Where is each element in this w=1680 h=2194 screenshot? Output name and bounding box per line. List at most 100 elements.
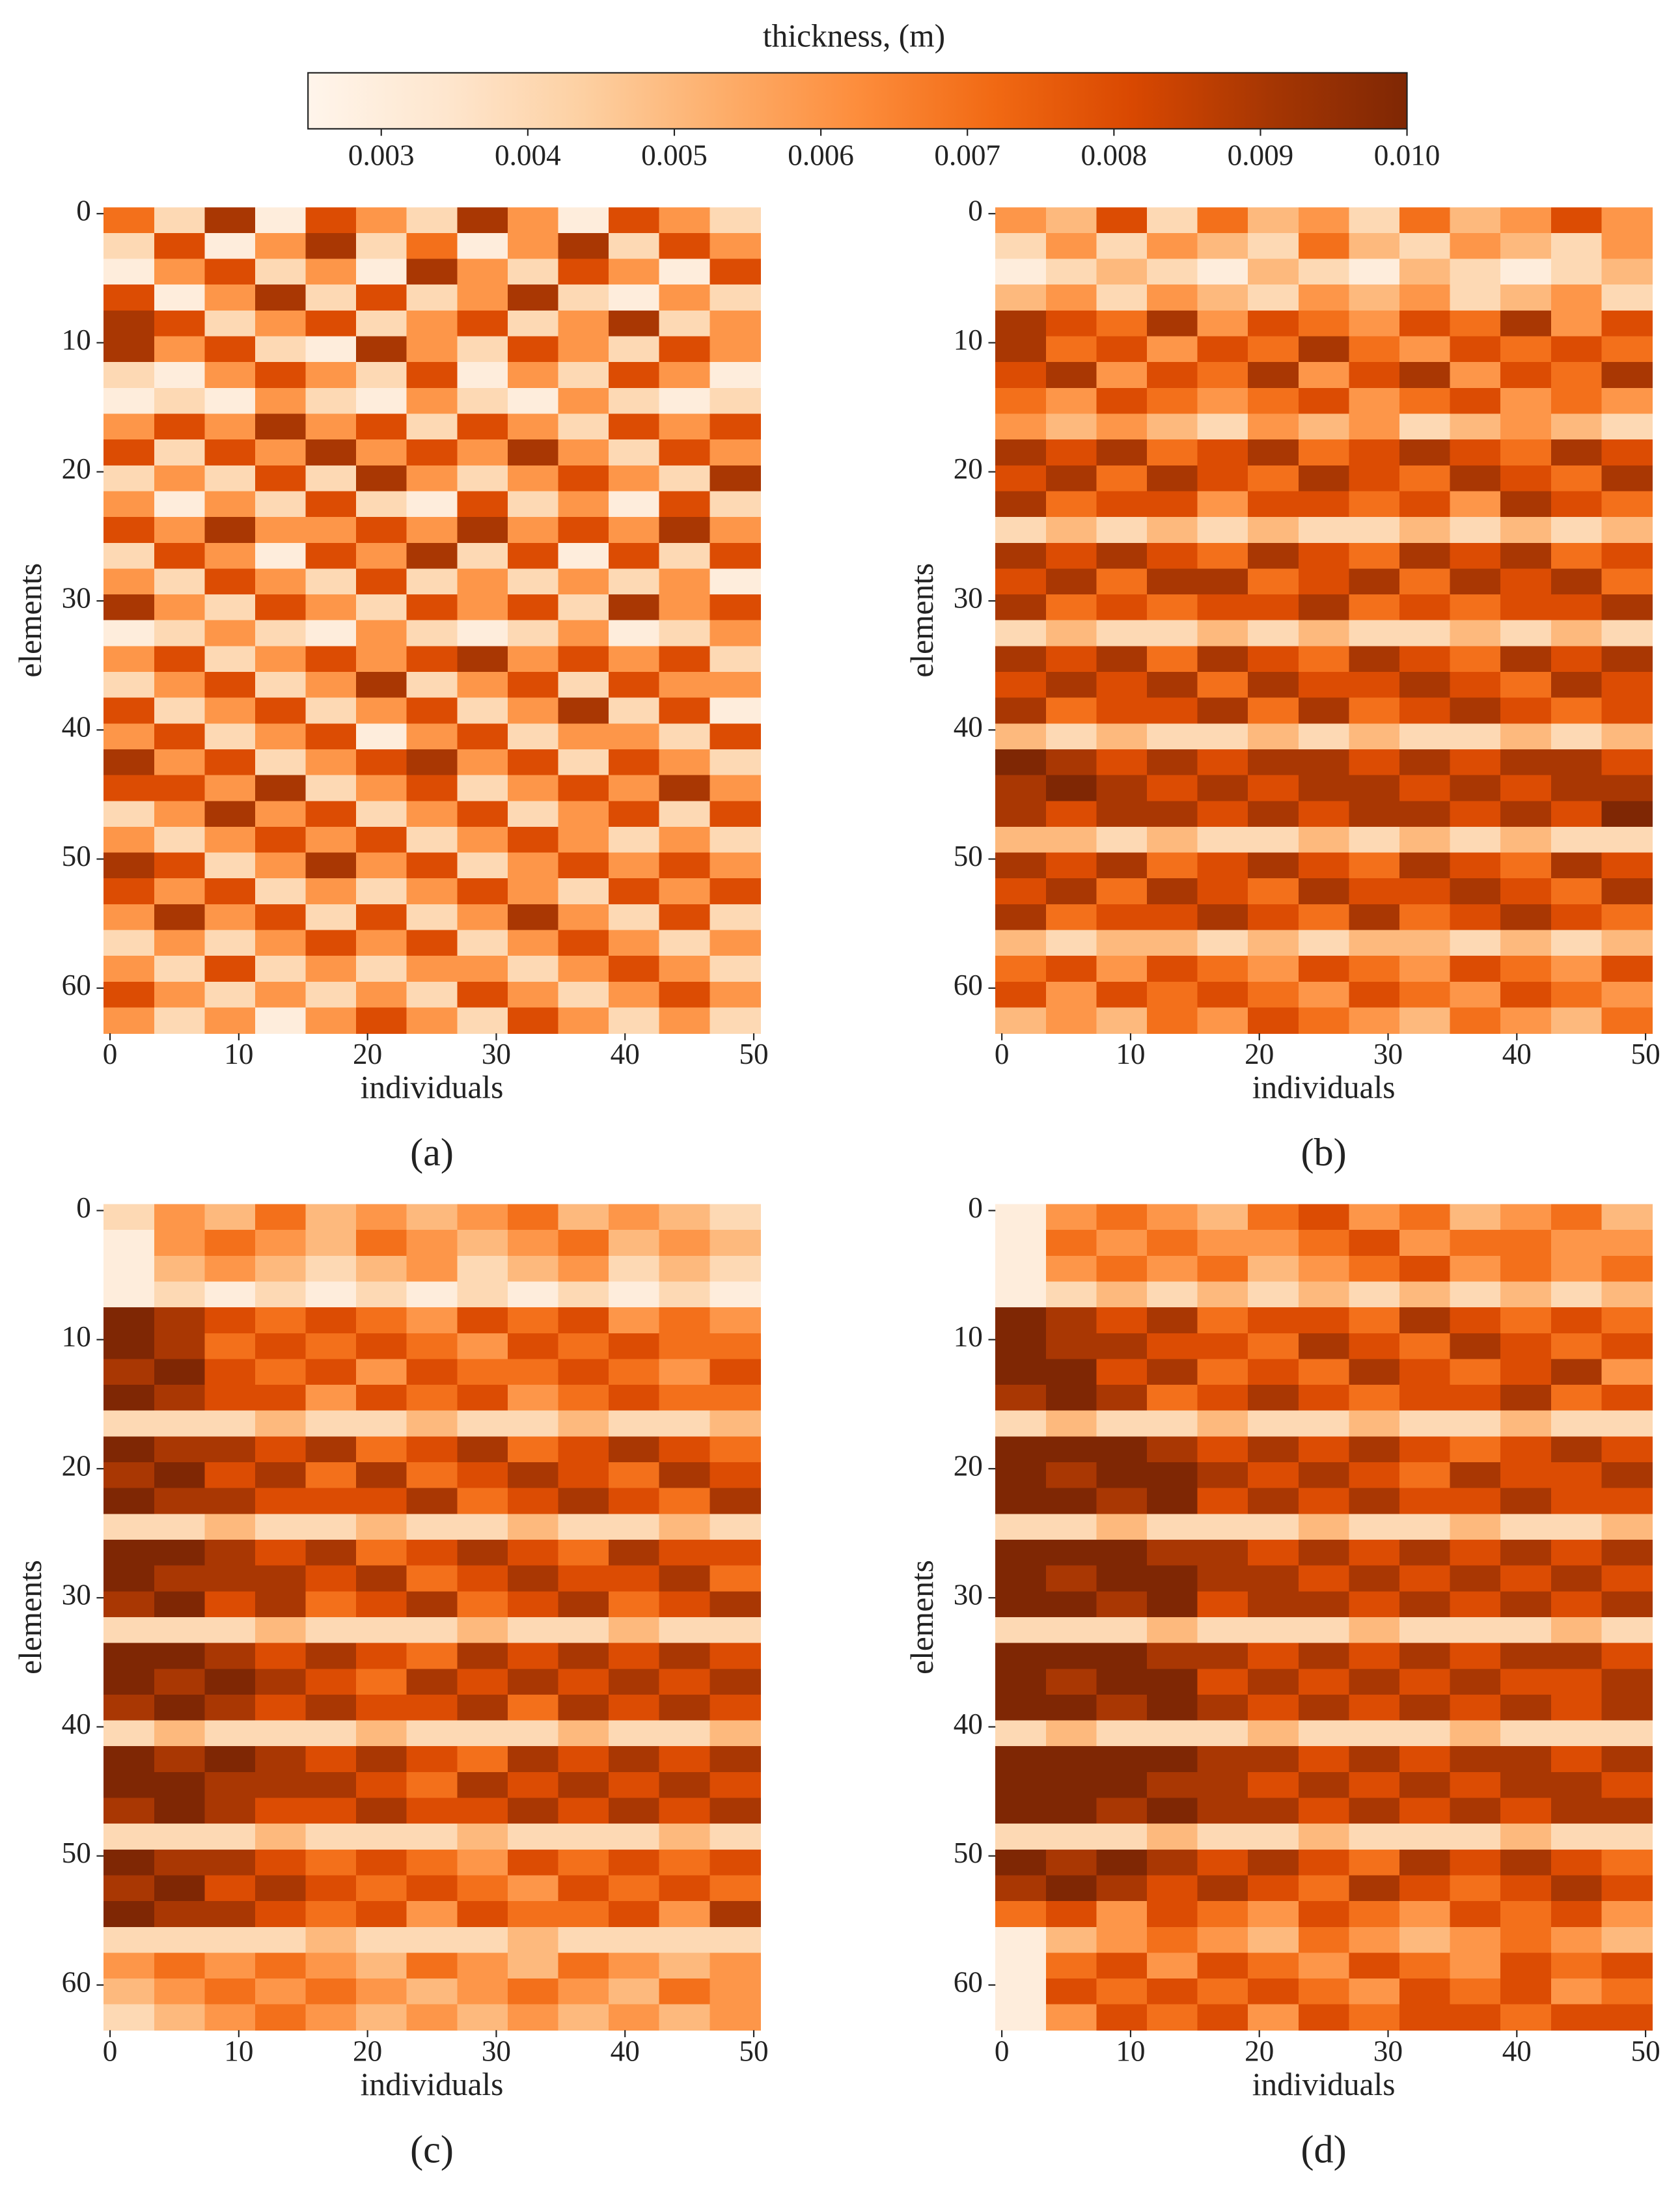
heatmap-cell — [1399, 723, 1451, 750]
heatmap-cell — [995, 1720, 1047, 1747]
colorbar-tick-label: 0.003 — [348, 139, 415, 171]
heatmap-cell — [255, 1979, 307, 2005]
heatmap-cell — [709, 1204, 761, 1231]
heatmap-cell — [1248, 413, 1299, 441]
heatmap-cell — [1550, 1952, 1603, 1979]
heatmap-cell — [457, 1410, 508, 1437]
heatmap-cell — [204, 1514, 256, 1540]
heatmap-cell — [255, 1230, 307, 1257]
heatmap-cell — [457, 1514, 508, 1540]
heatmap-cell — [1197, 413, 1249, 441]
heatmap-cell — [103, 1565, 155, 1592]
heatmap-cell — [709, 1694, 761, 1721]
heatmap-cell — [103, 258, 155, 286]
heatmap-cell — [1601, 1746, 1653, 1773]
heatmap-cell — [356, 362, 407, 389]
heatmap-cell — [609, 207, 660, 234]
heatmap-cell — [103, 594, 155, 621]
heatmap-cell — [1298, 930, 1350, 957]
heatmap-cell — [103, 723, 155, 750]
heatmap-cell — [1096, 930, 1148, 957]
heatmap-cell — [204, 232, 256, 260]
heatmap-cell — [457, 775, 508, 802]
heatmap-cell — [356, 956, 407, 982]
heatmap-cell — [1349, 568, 1400, 595]
heatmap-cell — [154, 1669, 206, 1695]
heatmap-cell — [1399, 981, 1451, 1008]
heatmap-cell — [1349, 1798, 1400, 1825]
heatmap-cell — [1248, 1798, 1299, 1825]
heatmap-cell — [204, 2004, 256, 2031]
heatmap-cell — [1500, 517, 1552, 544]
heatmap-cell — [457, 517, 508, 544]
heatmap-cell — [1399, 749, 1451, 776]
heatmap-cell — [356, 981, 407, 1008]
heatmap-cell — [1197, 1694, 1249, 1721]
heatmap-cell — [507, 1798, 559, 1825]
heatmap-cell — [1197, 1591, 1249, 1618]
heatmap-cell — [1096, 620, 1148, 647]
heatmap-cell — [1298, 904, 1350, 931]
heatmap-cell — [1601, 1514, 1653, 1540]
heatmap-cell — [709, 1669, 761, 1695]
heatmap-cell — [507, 285, 559, 311]
heatmap-cell — [1096, 1488, 1148, 1515]
heatmap-cell — [1399, 1771, 1451, 1799]
heatmap-cell — [1147, 1771, 1198, 1799]
heatmap-cell — [1550, 207, 1603, 234]
heatmap-cell — [457, 1746, 508, 1773]
heatmap-cell — [154, 826, 206, 854]
heatmap-cell — [154, 620, 206, 647]
heatmap-cell — [609, 1849, 660, 1876]
heatmap-cell — [558, 620, 609, 647]
heatmap-cell — [154, 362, 206, 389]
heatmap-cell — [1197, 1926, 1249, 1954]
heatmap-cell — [1349, 207, 1400, 234]
heatmap-cell — [1197, 672, 1249, 699]
heatmap-cell — [1197, 594, 1249, 621]
heatmap-cell — [1550, 310, 1603, 337]
heatmap-cell — [558, 1669, 609, 1695]
heatmap-cell — [1500, 826, 1552, 854]
heatmap-cell — [1147, 1694, 1198, 1721]
heatmap-cell — [1601, 285, 1653, 311]
heatmap-cell — [255, 1849, 307, 1876]
heatmap-cell — [709, 1333, 761, 1360]
x-tick-label: 40 — [611, 1038, 640, 1070]
heatmap-cell — [204, 852, 256, 880]
heatmap-cell — [659, 1694, 711, 1721]
heatmap-cell — [356, 336, 407, 363]
heatmap-cell — [1147, 1591, 1198, 1618]
heatmap-cell — [1550, 1255, 1603, 1283]
heatmap-cell — [1147, 878, 1198, 905]
heatmap-cell — [507, 1462, 559, 1489]
heatmap-cell — [457, 1539, 508, 1566]
heatmap-cell — [1399, 1385, 1451, 1411]
heatmap-cell — [995, 852, 1047, 880]
heatmap-cell — [457, 1436, 508, 1463]
heatmap-cell — [709, 413, 761, 441]
heatmap-cell — [1601, 956, 1653, 982]
y-tick-label: 0 — [968, 195, 983, 227]
heatmap-cell — [1399, 1849, 1451, 1876]
heatmap-cell — [406, 1565, 458, 1592]
heatmap-cell — [1349, 1007, 1400, 1035]
heatmap-cell — [356, 2004, 407, 2031]
heatmap-cell — [659, 1007, 711, 1035]
heatmap-cell — [1147, 1333, 1198, 1360]
heatmap-cell — [1399, 1720, 1451, 1747]
heatmap-cell — [995, 310, 1047, 337]
heatmap-cell — [609, 310, 660, 337]
heatmap-cell — [1450, 387, 1502, 415]
heatmap-cell — [255, 930, 307, 957]
heatmap-cell — [1045, 1694, 1097, 1721]
heatmap-cell — [1197, 439, 1249, 466]
heatmap-cell — [356, 1281, 407, 1308]
heatmap-cell — [995, 904, 1047, 931]
heatmap-cell — [1197, 981, 1249, 1008]
heatmap-cell — [995, 362, 1047, 389]
heatmap-cell — [1450, 1539, 1502, 1566]
heatmap-cell — [356, 1643, 407, 1670]
heatmap-cell — [507, 1875, 559, 1902]
heatmap-cell — [1601, 568, 1653, 595]
